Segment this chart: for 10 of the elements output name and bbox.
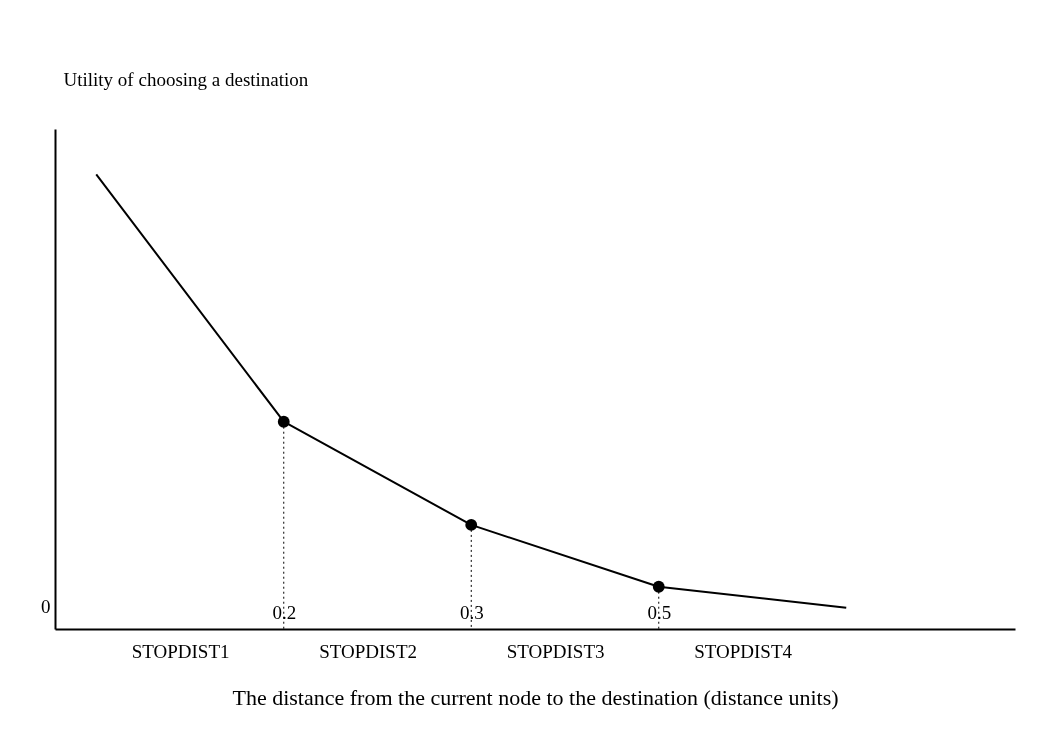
text: STOPDIST3 — [506, 641, 605, 662]
x-tick-label: 0.3 — [459, 601, 484, 623]
x-axis-title: The distance from the current node to the destination (distance units) — [232, 684, 839, 710]
x-tick-label: 0.5 — [647, 601, 672, 623]
text: STOPDIST4 — [694, 641, 793, 662]
text: STOPDIST1 — [131, 641, 230, 662]
x-tick-label: 0.2 — [272, 601, 297, 623]
text: STOPDIST2 — [319, 641, 418, 662]
y-axis-title: Utility of choosing a destination — [63, 68, 309, 90]
text: 0 — [40, 596, 51, 617]
